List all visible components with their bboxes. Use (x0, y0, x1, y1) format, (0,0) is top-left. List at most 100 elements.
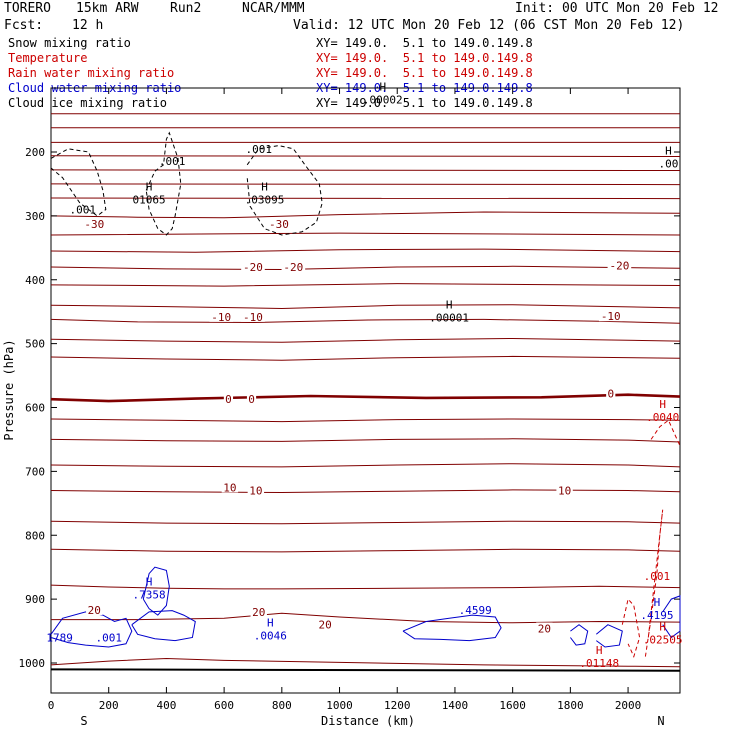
isotherm-value-label: 0 (248, 393, 255, 406)
extrema-value-label: .00002 (363, 94, 403, 107)
extrema-value-label: .0046 (254, 630, 287, 643)
header-fcst-label: Fcst: (4, 18, 44, 33)
extrema-value-label: .01148 (579, 657, 619, 670)
x-tick-label: 1600 (499, 699, 526, 712)
high-marker: H (596, 644, 603, 657)
header-org: NCAR/MMM (242, 1, 305, 16)
isotherm-line (50, 355, 681, 361)
legend-snow-name: Snow mixing ratio (8, 36, 131, 50)
isotherm-value-label: 10 (249, 485, 262, 498)
isotherm-line (50, 197, 681, 200)
north-end-label: N (657, 714, 664, 728)
isotherm-line (50, 155, 681, 157)
header-run: Run2 (170, 1, 202, 16)
isotherm-value-label: 0 (225, 393, 232, 406)
y-tick-label: 400 (25, 274, 45, 287)
extrema-value-label: 01065 (133, 193, 166, 206)
isotherm-line (50, 418, 681, 423)
header-model: TORERO (4, 1, 51, 16)
high-marker: H (665, 144, 672, 157)
isotherm-line (50, 318, 681, 324)
plot-frame (50, 87, 681, 694)
isotherm-value-label: -20 (609, 260, 629, 273)
extrema-value-label: .00 (659, 157, 679, 170)
y-tick-label: 200 (25, 146, 45, 159)
isotherm-value-label: -30 (84, 218, 104, 231)
axis-ticks: 0 200 400 600 800 1000 1200 1400 1600 1800 2000200… (19, 88, 680, 712)
legend-rain-name: Rain water mixing ratio (8, 66, 175, 80)
cloud-water-contour (142, 566, 170, 616)
isotherm-line (50, 183, 681, 186)
snow-contour (50, 148, 107, 217)
x-tick-label: 1800 (557, 699, 584, 712)
contour-label-bg (221, 481, 239, 493)
isotherm-line (50, 393, 681, 403)
contour-label-bg (82, 218, 107, 230)
x-tick-label: 1400 (442, 699, 469, 712)
header-valid: Valid: 12 UTC Mon 20 Feb 12 (06 CST Mon … (293, 18, 685, 33)
extrema-value-label: .03095 (245, 193, 285, 206)
high-marker: H (659, 398, 666, 411)
extrema-value-label: .00001 (429, 311, 469, 324)
isotherm-value-label: -20 (283, 261, 303, 274)
isotherm-line (50, 265, 681, 271)
isotherm-line (50, 520, 681, 525)
snow-contours (50, 131, 323, 236)
isotherm-value-label: -30 (269, 218, 289, 231)
contour-label-bg (247, 484, 265, 496)
isotherm-line (50, 211, 681, 219)
contour-label-bg (223, 393, 234, 405)
extrema-value-label: .001 (159, 155, 186, 168)
extrema-value-label: .001 (69, 203, 96, 216)
high-marker: H (146, 576, 153, 589)
y-tick-label: 800 (25, 529, 45, 542)
high-marker: H (379, 81, 386, 94)
high-marker: H (654, 596, 661, 609)
x-tick-label: 200 (99, 699, 119, 712)
x-tick-label: 400 (156, 699, 176, 712)
high-marker: H (267, 617, 274, 630)
contour-label-bg (316, 618, 334, 630)
extrema-value-label: .001 (245, 143, 272, 156)
extrema-value-label: 1789 (46, 631, 73, 644)
contour-label-bg (606, 387, 616, 399)
contour-label-bg (250, 605, 267, 617)
y-tick-label: 500 (25, 338, 45, 351)
isotherm-line (50, 232, 681, 236)
isotherm-line (50, 548, 681, 553)
x-axis-label: Distance (km) (321, 714, 415, 728)
cloud-water-contour (50, 611, 133, 648)
rain-contours (621, 419, 681, 659)
x-tick-label: 600 (214, 699, 234, 712)
x-tick-label: 1000 (326, 699, 353, 712)
high-marker: H (446, 298, 453, 311)
isotherm-line (50, 657, 681, 668)
contour-label-bg (536, 622, 553, 634)
contour-label-bg (267, 218, 291, 230)
isotherm-line (50, 169, 681, 171)
isotherm-line (50, 584, 681, 590)
legend-cloud-ice-xy: XY= 149.0. 5.1 to 149.0.149.8 (316, 96, 533, 110)
header-init: Init: 00 UTC Mon 20 Feb 12 (515, 1, 719, 16)
x-tick-label: 2000 (615, 699, 642, 712)
rain-contour (650, 419, 681, 447)
extrema-value-label: .0040 (646, 411, 679, 424)
isotherm-line (50, 463, 681, 468)
cloud-water-contours (50, 566, 681, 648)
contour-label-bg (209, 310, 234, 322)
y-tick-label: 700 (25, 465, 45, 478)
contour-label-bg (556, 484, 573, 496)
x-tick-label: 800 (272, 699, 292, 712)
high-marker: H (146, 180, 153, 193)
contour-label-bg (241, 310, 265, 322)
y-tick-label: 600 (25, 402, 45, 415)
high-marker: H (261, 180, 268, 193)
isotherm-value-label: 20 (88, 604, 101, 617)
y-tick-label: 1000 (19, 657, 46, 670)
isotherm-line (50, 438, 681, 443)
isotherm-value-label: 0 (607, 387, 614, 400)
extrema-value-label: .7358 (133, 589, 166, 602)
contour-label-bg (598, 310, 623, 322)
cloud-water-contour (662, 595, 681, 639)
